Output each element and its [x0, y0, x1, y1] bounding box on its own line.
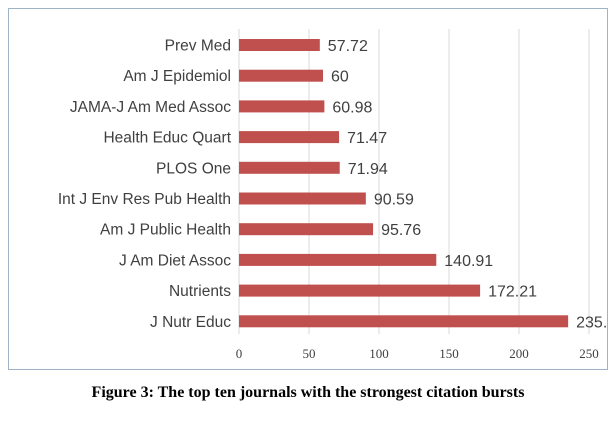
data-label: 57.72 — [328, 38, 368, 55]
x-tick-label: 200 — [509, 346, 529, 361]
bar — [239, 192, 366, 205]
x-tick-label: 150 — [439, 346, 459, 361]
category-label: Nutrients — [169, 283, 231, 300]
bar — [239, 100, 325, 113]
x-tick-label: 250 — [579, 346, 599, 361]
x-tick-label: 50 — [303, 346, 316, 361]
bar — [239, 161, 340, 174]
data-label: 140.91 — [444, 253, 493, 270]
data-label: 90.59 — [374, 192, 414, 209]
data-label: 71.94 — [348, 161, 388, 178]
category-label: Prev Med — [165, 38, 231, 55]
chart-frame: 0 50 100 150 200 250 Prev Med 57.72 Am J Epidemi… — [8, 8, 608, 370]
bar — [239, 39, 320, 51]
bar — [239, 69, 323, 82]
x-tick-label: 100 — [369, 346, 389, 361]
data-label: 235.1 — [576, 314, 607, 331]
data-label: 71.47 — [347, 130, 387, 147]
bar — [239, 253, 437, 266]
data-label: 95.76 — [381, 222, 421, 239]
category-label: J Am Diet Assoc — [119, 252, 231, 269]
category-label: Int J Env Res Pub Health — [58, 191, 231, 208]
bar-chart: 0 50 100 150 200 250 Prev Med 57.72 Am J Epidemi… — [58, 29, 607, 361]
category-label: PLOS One — [156, 160, 231, 177]
x-tick-label: 0 — [236, 346, 243, 361]
figure-caption: Figure 3: The top ten journals with the … — [91, 384, 525, 401]
category-label: Health Educ Quart — [103, 130, 231, 147]
bar — [239, 315, 569, 328]
category-label: Am J Public Health — [100, 222, 231, 239]
category-label: J Nutr Educ — [150, 314, 231, 331]
category-label: JAMA-J Am Med Assoc — [70, 99, 231, 116]
data-label: 60.98 — [332, 99, 372, 116]
bar — [239, 284, 481, 297]
bar — [239, 131, 340, 144]
data-label: 60 — [331, 69, 349, 86]
data-label: 172.21 — [488, 284, 537, 301]
bar — [239, 223, 374, 236]
category-label: Am J Epidemiol — [123, 68, 231, 85]
